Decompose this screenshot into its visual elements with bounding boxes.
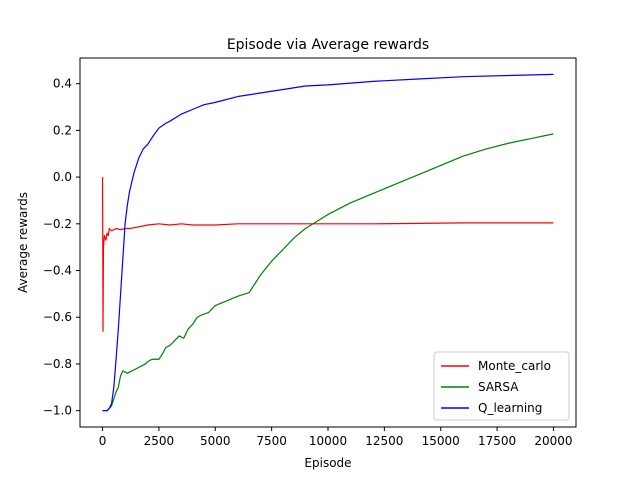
y-tick-label: −0.6 bbox=[43, 310, 72, 324]
legend-label: Monte_carlo bbox=[478, 359, 551, 373]
y-tick-label: 0.2 bbox=[53, 123, 72, 137]
x-tick-label: 10000 bbox=[309, 434, 347, 448]
y-tick-label: −0.4 bbox=[43, 264, 72, 278]
legend-label: Q_learning bbox=[478, 401, 542, 415]
y-axis-label: Average rewards bbox=[16, 192, 30, 293]
y-tick-label: −0.2 bbox=[43, 217, 72, 231]
y-tick-label: −1.0 bbox=[43, 404, 72, 418]
plot-lines bbox=[101, 73, 554, 412]
x-tick-label: 12500 bbox=[365, 434, 403, 448]
x-tick-label: 17500 bbox=[478, 434, 516, 448]
x-axis-label: Episode bbox=[304, 456, 351, 470]
chart-title: Episode via Average rewards bbox=[227, 37, 429, 53]
legend: Monte_carlo SARSA Q_learning bbox=[433, 351, 570, 421]
y-tick-label: 0.0 bbox=[53, 170, 72, 184]
x-tick-label: 2500 bbox=[144, 434, 175, 448]
series-line-monte-carlo bbox=[101, 177, 554, 332]
legend-frame bbox=[433, 351, 570, 421]
y-tick-label: −0.8 bbox=[43, 357, 72, 371]
x-tick-label: 0 bbox=[99, 434, 107, 448]
series-line-q-learning bbox=[102, 73, 554, 412]
x-tick-label: 20000 bbox=[534, 434, 572, 448]
x-tick-label: 5000 bbox=[200, 434, 231, 448]
legend-items: Monte_carlo SARSA Q_learning bbox=[441, 359, 551, 415]
x-axis-ticks: 0 2500 5000 7500 10000 12500 15000 17500 20000 bbox=[99, 427, 573, 448]
y-tick-label: 0.4 bbox=[53, 77, 72, 91]
x-tick-label: 7500 bbox=[256, 434, 287, 448]
series-line-sarsa bbox=[102, 133, 554, 412]
x-tick-label: 15000 bbox=[422, 434, 460, 448]
y-axis-ticks: −1.0 −0.8 −0.6 −0.4 −0.2 0.0 0.2 0.4 bbox=[43, 77, 80, 418]
legend-label: SARSA bbox=[478, 380, 519, 394]
